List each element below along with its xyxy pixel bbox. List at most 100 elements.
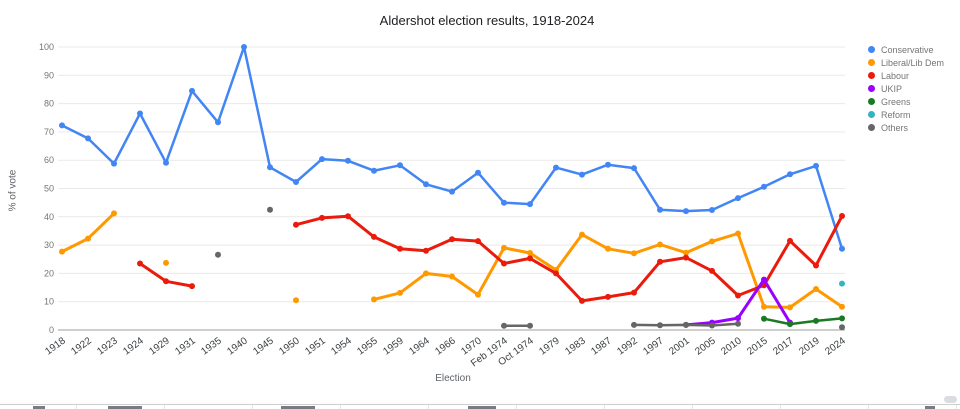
data-point[interactable] [683, 321, 689, 328]
scrollbar-thumb[interactable] [944, 396, 957, 403]
data-point[interactable] [839, 315, 845, 322]
data-point[interactable] [761, 315, 767, 322]
data-point[interactable] [501, 199, 507, 206]
data-point[interactable] [449, 236, 455, 243]
data-point[interactable] [111, 160, 117, 167]
data-point[interactable] [735, 320, 741, 327]
data-point[interactable] [293, 179, 299, 185]
data-point[interactable] [813, 262, 819, 269]
data-point[interactable] [137, 110, 143, 117]
data-point[interactable] [293, 297, 299, 304]
data-point[interactable] [423, 181, 429, 188]
data-point[interactable] [735, 195, 741, 202]
data-point[interactable] [215, 119, 221, 126]
data-point[interactable] [813, 317, 819, 324]
data-point[interactable] [163, 159, 169, 166]
data-point[interactable] [761, 276, 767, 283]
data-point[interactable] [345, 157, 351, 164]
data-point[interactable] [345, 213, 351, 220]
series-line-conservative[interactable] [60, 45, 844, 251]
data-point[interactable] [85, 135, 91, 142]
data-point[interactable] [657, 322, 663, 329]
data-point[interactable] [735, 292, 741, 299]
data-point[interactable] [553, 164, 559, 171]
data-point[interactable] [605, 245, 611, 252]
data-point[interactable] [163, 278, 169, 285]
data-point[interactable] [397, 245, 403, 252]
data-point[interactable] [501, 260, 507, 267]
data-point[interactable] [137, 260, 143, 267]
data-point[interactable] [319, 156, 325, 163]
data-point[interactable] [657, 258, 663, 265]
data-point[interactable] [683, 208, 689, 215]
data-point[interactable] [527, 201, 533, 208]
data-point[interactable] [787, 321, 793, 328]
data-point[interactable] [735, 315, 741, 322]
data-point[interactable] [85, 235, 91, 242]
legend-item-greens[interactable]: Greens [868, 95, 944, 108]
data-point[interactable] [267, 206, 273, 213]
data-point[interactable] [371, 233, 377, 240]
data-point[interactable] [371, 296, 377, 303]
data-point[interactable] [813, 286, 819, 292]
data-point[interactable] [241, 44, 247, 50]
data-point[interactable] [813, 162, 819, 169]
legend-item-reform[interactable]: Reform [868, 108, 944, 121]
data-point[interactable] [709, 238, 715, 245]
data-point[interactable] [787, 304, 793, 311]
data-point[interactable] [527, 250, 533, 256]
series-line-liberal-lib-dem[interactable] [60, 211, 844, 309]
data-point[interactable] [631, 321, 637, 328]
data-point[interactable] [293, 221, 299, 228]
data-point[interactable] [761, 183, 767, 190]
data-point[interactable] [709, 322, 715, 329]
data-point[interactable] [735, 230, 741, 237]
data-point[interactable] [631, 289, 637, 296]
data-point[interactable] [59, 248, 65, 255]
data-point[interactable] [579, 231, 585, 238]
data-point[interactable] [839, 303, 845, 310]
data-point[interactable] [397, 289, 403, 296]
data-point[interactable] [605, 161, 611, 168]
series-line-greens[interactable] [762, 317, 844, 326]
data-point[interactable] [553, 270, 559, 277]
data-point[interactable] [111, 210, 117, 217]
data-point[interactable] [423, 247, 429, 254]
legend-item-conservative[interactable]: Conservative [868, 43, 944, 56]
data-point[interactable] [709, 207, 715, 213]
data-point[interactable] [631, 165, 637, 172]
data-point[interactable] [605, 293, 611, 300]
data-point[interactable] [527, 322, 533, 329]
data-point[interactable] [501, 322, 507, 329]
data-point[interactable] [527, 255, 533, 262]
data-point[interactable] [683, 254, 689, 261]
data-point[interactable] [657, 241, 663, 248]
data-point[interactable] [839, 245, 845, 252]
data-point[interactable] [683, 249, 689, 256]
data-point[interactable] [449, 273, 455, 280]
data-point[interactable] [761, 303, 767, 310]
data-point[interactable] [657, 206, 663, 213]
legend-item-liberal-lib-dem[interactable]: Liberal/Lib Dem [868, 56, 944, 69]
data-point[interactable] [189, 283, 195, 290]
data-point[interactable] [839, 324, 845, 331]
data-point[interactable] [215, 251, 221, 258]
series-line-labour[interactable] [138, 214, 844, 303]
data-point[interactable] [423, 270, 429, 277]
data-point[interactable] [501, 244, 507, 251]
data-point[interactable] [579, 171, 585, 178]
legend-item-others[interactable]: Others [868, 121, 944, 134]
data-point[interactable] [787, 237, 793, 244]
data-point[interactable] [189, 87, 195, 94]
data-point[interactable] [839, 213, 845, 219]
data-point[interactable] [839, 280, 845, 287]
data-point[interactable] [579, 297, 585, 304]
data-point[interactable] [709, 267, 715, 274]
legend-item-labour[interactable]: Labour [868, 69, 944, 82]
data-point[interactable] [787, 171, 793, 178]
data-point[interactable] [397, 162, 403, 169]
data-point[interactable] [475, 238, 481, 245]
data-point[interactable] [449, 188, 455, 195]
data-point[interactable] [631, 250, 637, 257]
